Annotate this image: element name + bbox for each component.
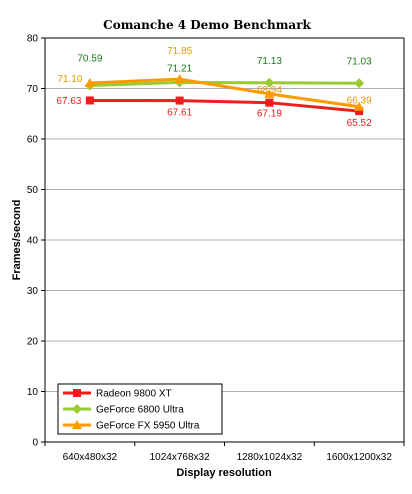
y-tick-label-10: 10	[27, 387, 39, 398]
series-0-point-0	[85, 96, 94, 105]
data-label-series-1-2: 71.13	[257, 56, 282, 67]
data-label-series-0-2: 67.19	[257, 109, 282, 120]
legend-label-1: GeForce 6800 Ultra	[96, 405, 184, 416]
data-label-series-1-1: 71.21	[167, 63, 192, 74]
series-2-point-0	[84, 77, 95, 87]
data-label-series-1-3: 71.03	[347, 56, 372, 67]
series-line-1	[89, 80, 360, 88]
series-2-point-2	[264, 88, 275, 98]
data-label-series-0-0: 67.63	[56, 96, 81, 107]
legend-marker-0	[73, 389, 81, 397]
data-labels: 67.63 67.61 67.19 65.52 70.59 71.21 71.13 71.03…	[56, 46, 372, 129]
series-line-2	[89, 77, 360, 109]
data-label-series-2-0: 71.10	[57, 74, 82, 85]
series-2-point-1	[174, 74, 185, 84]
y-tick-label-60: 60	[27, 135, 39, 146]
chart-title: Comanche 4 Demo Benchmark	[103, 18, 311, 32]
x-tick-label-1600x1200x32: 1600x1200x32	[326, 452, 392, 463]
legend-marker-2	[72, 420, 82, 429]
data-label-series-2-2: 68.94	[257, 85, 282, 96]
series-line-0	[89, 98, 360, 113]
axes	[41, 37, 405, 446]
series-2-point-3	[354, 101, 365, 111]
series-0-point-1	[175, 96, 184, 105]
series-lines	[84, 74, 365, 116]
x-tick-label-640x480x32: 640x480x32	[63, 452, 118, 463]
x-tick-label-1280x1024x32: 1280x1024x32	[237, 452, 303, 463]
x-axis-title: Display resolution	[176, 467, 272, 479]
y-axis-title: Frames/second	[11, 200, 23, 281]
data-label-series-0-1: 67.61	[167, 108, 192, 119]
series-0-point-2	[265, 98, 274, 107]
y-tick-label-0: 0	[32, 438, 38, 449]
series-0-point-3	[355, 107, 364, 116]
y-tick-label-40: 40	[27, 236, 39, 247]
y-tick-label-20: 20	[27, 337, 39, 348]
y-tick-labels: 0 10 20 30 40 50 60 70 80	[27, 34, 39, 449]
legend-marker-1	[72, 404, 82, 414]
y-tick-label-70: 70	[27, 84, 39, 95]
x-tick-labels: 640x480x32 1024x768x32 1280x1024x32 1600x12…	[63, 452, 393, 463]
x-tick-label-1024x768x32: 1024x768x32	[150, 452, 210, 463]
y-tick-label-50: 50	[27, 185, 39, 196]
data-label-series-0-3: 65.52	[347, 118, 372, 129]
y-tick-label-30: 30	[27, 286, 39, 297]
data-label-series-1-0: 70.59	[77, 54, 102, 65]
data-label-series-2-3: 66.39	[347, 96, 372, 107]
series-1-point-3	[354, 78, 365, 89]
series-1-point-2	[264, 77, 275, 88]
y-tick-label-80: 80	[27, 34, 39, 45]
data-label-series-2-1: 71.85	[167, 46, 192, 57]
legend-label-0: Radeon 9800 XT	[96, 389, 172, 400]
legend: Radeon 9800 XT GeForce 6800 Ultra GeForce …	[57, 383, 223, 435]
legend-label-2: GeForce FX 5950 Ultra	[96, 421, 200, 432]
